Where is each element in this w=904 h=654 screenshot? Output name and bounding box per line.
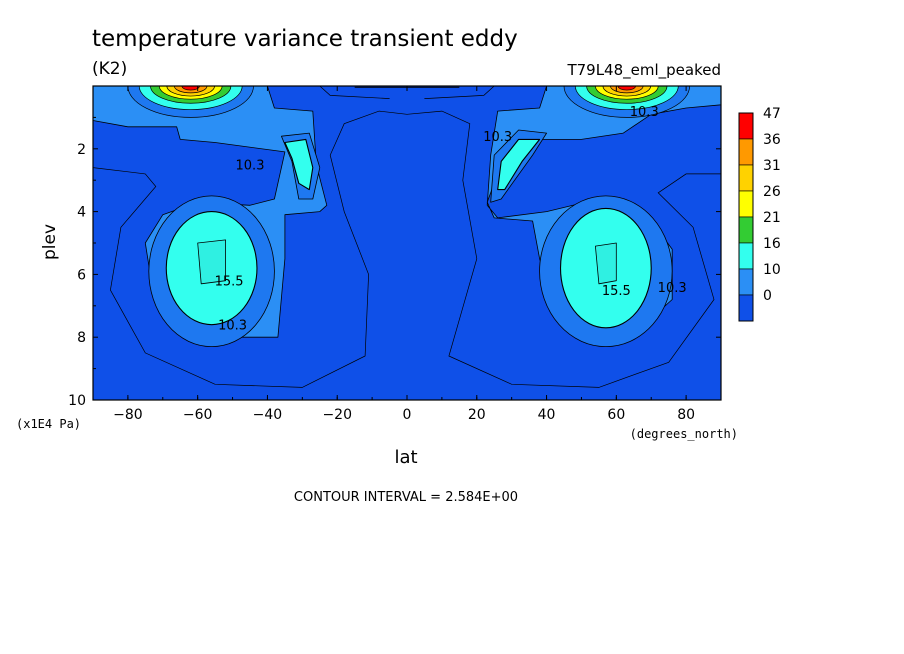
x-axis-units: (degrees_north) — [630, 427, 738, 441]
x-axis-label: lat — [394, 447, 417, 468]
x-tick-label: 0 — [403, 407, 412, 423]
contour-interval-text: CONTOUR INTERVAL = 2.584E+00 — [294, 490, 518, 505]
contour-fill-18 — [595, 242, 617, 285]
contour-label: 15.5 — [602, 284, 631, 299]
legend-level-label: 26 — [763, 184, 781, 200]
legend-swatch — [738, 268, 754, 296]
y-tick-label: 10 — [68, 393, 86, 409]
y-tick-label: 6 — [77, 267, 86, 283]
y-axis-units: (x1E4 Pa) — [16, 417, 81, 431]
contour-line — [319, 86, 390, 99]
contour-line — [93, 110, 408, 388]
legend-level-label: 36 — [763, 132, 781, 148]
legend-level-label: 10 — [763, 262, 781, 278]
contour-label: 10.3 — [218, 319, 247, 334]
contour-label-layer: 10.3 15.5 10.3 10.3 10.3 15.5 10.3 — [215, 105, 687, 334]
legend-swatch — [738, 294, 754, 322]
x-tick-label: 20 — [468, 407, 486, 423]
x-tick-label: −20 — [322, 407, 352, 423]
legend-swatch — [738, 164, 754, 192]
x-tick-label: −60 — [183, 407, 213, 423]
legend-swatch — [738, 216, 754, 244]
contour-line — [424, 86, 495, 99]
legend-level-label: 47 — [763, 106, 781, 122]
contour-fill-top — [617, 86, 636, 91]
y-tick-label: 8 — [77, 330, 86, 346]
contour-fill-18 — [197, 239, 226, 285]
legend-swatch — [738, 112, 754, 140]
y-tick-label: 4 — [77, 205, 86, 221]
plot-area: 10.3 15.5 10.3 10.3 10.3 15.5 10.3 −80 −60 −40 −2… — [68, 85, 722, 423]
y-axis-ticks: 2 4 6 8 10 — [68, 116, 721, 409]
contour-label: 10.3 — [483, 130, 512, 145]
x-tick-label: −40 — [253, 407, 283, 423]
contour-label: 10.3 — [658, 281, 687, 296]
contour-label: 10.3 — [236, 159, 265, 174]
contour-fill-16 — [284, 138, 314, 191]
contour-fill-16 — [497, 138, 541, 191]
chart-title: temperature variance transient eddy — [92, 26, 518, 52]
legend-swatch — [738, 190, 754, 218]
x-axis-ticks: −80 −60 −40 −20 0 20 40 60 80 — [92, 86, 722, 423]
x-tick-label: −80 — [113, 407, 143, 423]
y-tick-label: 2 — [77, 142, 86, 158]
contour-fill-top — [181, 86, 200, 91]
legend-swatch — [738, 242, 754, 270]
x-tick-label: 40 — [538, 407, 556, 423]
legend-frame — [738, 112, 754, 322]
y-axis-label: plev — [40, 224, 60, 260]
contour-label: 15.5 — [215, 275, 244, 290]
legend-level-label: 21 — [763, 210, 781, 226]
run-label: T79L48_eml_peaked — [566, 61, 721, 80]
contour-label: 10.3 — [630, 105, 659, 120]
x-tick-label: 60 — [607, 407, 625, 423]
legend-swatch — [738, 138, 754, 166]
legend-level-label: 16 — [763, 236, 781, 252]
legend-level-label: 31 — [763, 158, 781, 174]
legend-level-label: 0 — [763, 288, 772, 304]
contour-layer — [93, 86, 721, 388]
chart-units: (K2) — [92, 59, 127, 79]
contour-line — [406, 110, 721, 388]
color-legend: 47 36 31 26 21 16 10 0 — [738, 106, 781, 322]
x-tick-label: 80 — [677, 407, 695, 423]
